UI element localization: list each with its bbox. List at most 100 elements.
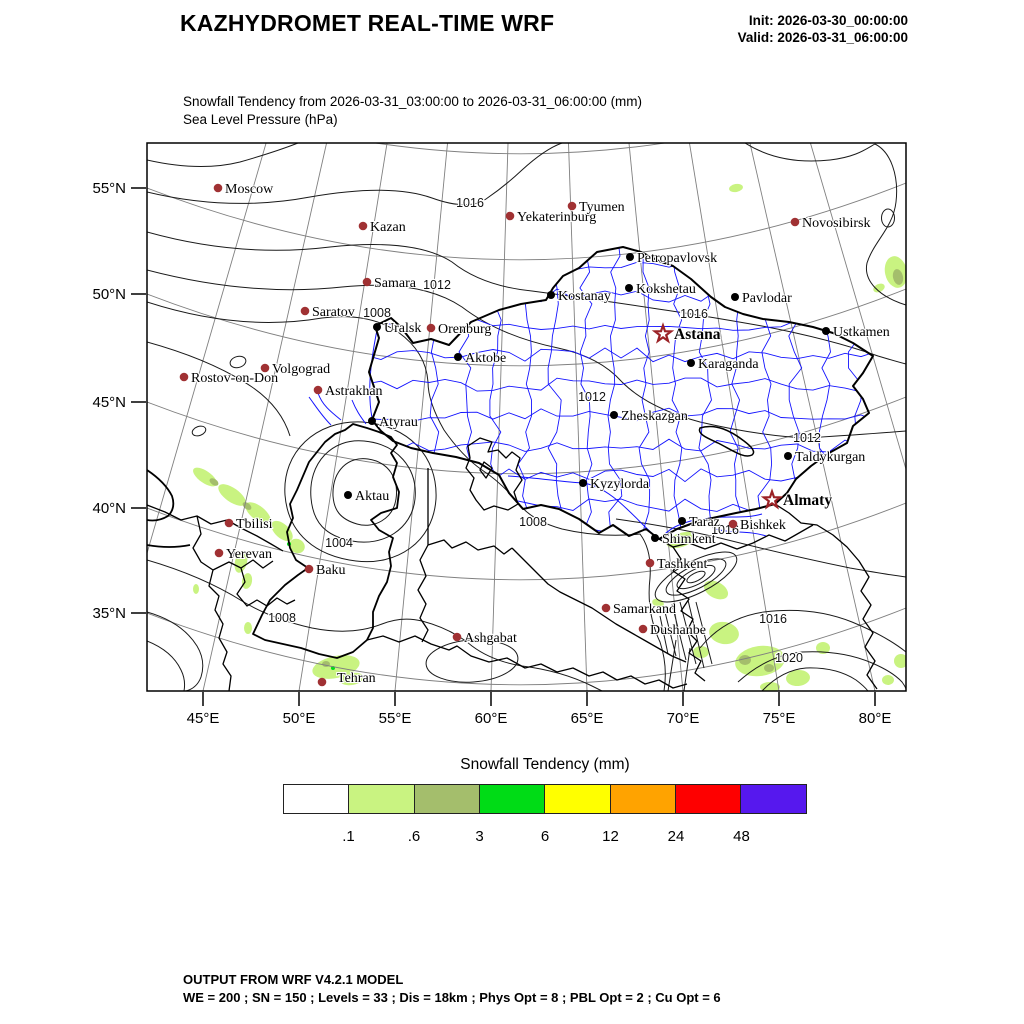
pressure-label: 1012 [423,278,451,292]
city-label-saratov: Saratov [312,305,355,320]
city-marker-dushanbe [638,624,648,634]
lat-tick-label: 55°N [92,180,126,197]
pressure-label: 1012 [793,431,821,445]
city-marker-novosibirsk [790,217,800,227]
legend-cell-7 [740,784,808,814]
meridian-line [202,143,328,691]
city-label-tbilisi: Tbilisi [236,517,273,532]
pressure-label: 1016 [456,196,484,210]
city-marker-baku [304,564,314,574]
lon-tick-label: 50°E [283,710,316,727]
admin-border-line [847,247,862,539]
pressure-label: 1016 [759,612,787,626]
snow-patch [764,664,774,672]
city-label-kokshetau: Kokshetau [636,282,696,297]
city-label-uralsk: Uralsk [384,321,421,336]
city-marker-pavlodar [731,293,739,301]
legend-cell-5 [609,784,677,814]
snow-patch [786,669,810,687]
pressure-label: 1008 [519,515,547,529]
admin-border-line [579,247,593,539]
city-marker-tbilisi [224,518,234,528]
city-marker-orenburg [426,323,436,333]
city-label-ashgabat: Ashgabat [464,631,517,646]
snow-patch [693,646,709,658]
city-marker-aktau [344,491,352,499]
snowfall-shading [193,183,906,691]
city-label-almaty: Almaty [783,492,832,509]
city-marker-moscow [213,183,223,193]
admin-border-line [638,247,652,539]
city-marker-tyumen [567,201,577,211]
meridian-line [628,143,684,691]
city-label-samarkand: Samarkand [613,602,676,617]
admin-border-line [517,247,533,539]
city-marker-ustkamen [822,327,830,335]
admin-border-line [547,247,563,539]
city-marker-ashgabat [452,632,462,642]
city-label-yekaterinburg: Yekaterinburg [517,210,596,225]
city-label-samara: Samara [374,276,417,291]
parallel-line [147,607,906,686]
meridian-line [749,143,876,691]
city-label-ustkamen: Ustkamen [833,325,890,340]
city-marker-saratov [300,306,310,316]
city-label-novosibirsk: Novosibirsk [802,216,870,231]
snow-patch [241,573,253,589]
legend-cell-2 [413,784,481,814]
city-marker-petropavlovsk [626,253,634,261]
legend-tick-label: 48 [733,828,750,845]
city-label-astana: Astana [674,326,721,343]
snow-patch [882,675,894,685]
city-label-baku: Baku [316,563,346,578]
city-label-shimkent: Shimkent [662,532,716,547]
subtitle-line1: Snowfall Tendency from 2026-03-31_03:00:… [183,94,643,109]
city-label-bishkek: Bishkek [740,518,786,533]
city-label-moscow: Moscow [225,182,274,197]
city-marker-tehran [317,677,327,687]
city-marker-tashkent [645,558,655,568]
city-marker-kyzylorda [579,479,587,487]
city-marker-uralsk [373,323,381,331]
city-label-pavlodar: Pavlodar [742,291,792,306]
city-marker-kokshetau [625,284,633,292]
lat-tick-label: 35°N [92,605,126,622]
snow-patch [234,551,248,573]
city-label-karaganda: Karaganda [698,357,759,372]
pressure-label: 1004 [325,536,353,550]
admin-border-line [369,407,873,422]
parallel-line [373,143,668,155]
model-footer: OUTPUT FROM WRF V4.2.1 MODEL WE = 200 ; … [183,971,721,1007]
city-label-yerevan: Yerevan [226,547,272,562]
parallel-line [147,288,906,367]
run-times: Init: 2026-03-30_00:00:00 Valid: 2026-03… [738,12,908,46]
pressure-value-labels: 1016 1012 1008 1016 1012 1012 1008 1004 1016 1008… [267,195,822,667]
city-label-petropavlovsk: Petropavlovsk [637,251,717,266]
city-marker-aktobe [454,353,462,361]
legend-tick-label: 6 [540,828,550,845]
meridian-line [394,143,448,691]
legend-tick-labels: .1 .6 3 6 12 24 48 [0,828,1024,848]
pressure-label: 1008 [363,306,391,320]
city-label-taraz: Taraz [689,515,720,530]
city-label-tyumen: Tyumen [579,200,625,215]
city-marker-yekaterinburg [505,211,515,221]
legend-cell-6 [674,784,742,814]
city-label-zheskazgan: Zheskazgan [621,409,688,424]
city-label-atyrau: Atyrau [379,415,418,430]
pressure-contours [147,143,906,691]
snow-patch [729,183,743,193]
admin-border-line [369,438,873,453]
lon-tick-label: 75°E [763,710,796,727]
snow-patch [894,654,906,668]
city-label-rostov-on-don: Rostov-on-Don [191,371,278,386]
city-label-kazan: Kazan [370,220,406,235]
init-time: Init: 2026-03-30_00:00:00 [748,13,908,28]
city-marker-kazan [358,221,368,231]
city-marker-atyrau [368,417,376,425]
city-label-volgograd: Volgograd [272,362,330,377]
snow-patch [193,584,199,594]
lon-tick-label: 80°E [859,710,892,727]
